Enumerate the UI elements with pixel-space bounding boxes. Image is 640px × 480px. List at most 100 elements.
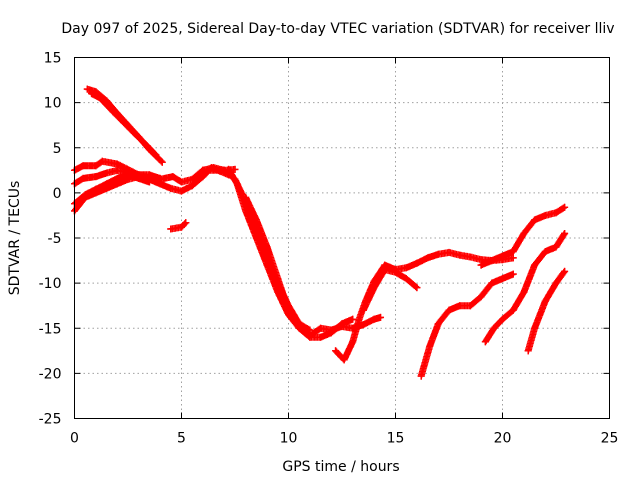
data-point (434, 320, 442, 328)
data-point (306, 333, 314, 341)
data-point (274, 275, 282, 283)
data-point (509, 270, 517, 278)
data-point (242, 193, 250, 201)
data-point (182, 219, 190, 227)
data-point (466, 302, 474, 310)
data-point (509, 254, 517, 262)
series-marker-trail (242, 193, 314, 334)
x-tick-label: 15 (387, 431, 405, 447)
x-tick-label: 0 (70, 431, 79, 447)
y-tick-label: -25 (39, 412, 62, 428)
data-point (188, 182, 196, 190)
y-tick-label: -15 (39, 321, 62, 337)
data-point (509, 306, 517, 314)
data-point (233, 180, 241, 188)
data-point (135, 174, 143, 182)
data-point (152, 151, 160, 159)
data-point (499, 315, 506, 323)
chart-title: Day 097 of 2025, Sidereal Day-to-day VTE… (61, 21, 614, 37)
data-point (96, 94, 104, 102)
data-point (499, 252, 506, 260)
data-point (477, 293, 485, 301)
data-point (199, 166, 207, 174)
y-tick-label: -5 (48, 231, 62, 247)
series-arc-i (225, 165, 357, 341)
data-point (402, 275, 410, 283)
data-point (225, 165, 233, 173)
data-point (434, 250, 442, 258)
series-arc-b (88, 90, 160, 159)
data-point (79, 174, 87, 182)
grid-lines (74, 57, 610, 419)
data-point (359, 306, 367, 314)
data-point (113, 160, 121, 168)
data-point (445, 248, 453, 256)
data-point (531, 324, 539, 332)
data-point (402, 264, 410, 272)
data-point (199, 173, 207, 181)
series-arc-g (167, 219, 190, 233)
y-tick-labels: -25 -20 -15 -10 -5 0 5 10 15 (39, 51, 62, 428)
series-arc-l (359, 266, 421, 314)
data-point (295, 320, 303, 328)
data-point (124, 171, 132, 179)
series-arc-k (332, 248, 517, 364)
data-point (541, 248, 549, 256)
data-point (466, 253, 474, 261)
data-point (317, 324, 325, 332)
data-point (541, 211, 549, 219)
y-tick-label: 10 (44, 96, 62, 112)
data-point (285, 306, 292, 314)
data-point (92, 162, 100, 170)
data-point (263, 261, 271, 269)
data-point (178, 178, 185, 186)
data-point (359, 321, 367, 329)
data-point (413, 259, 421, 267)
data-point (103, 169, 111, 177)
data-point (561, 229, 569, 237)
data-point (167, 184, 175, 192)
data-point (113, 174, 121, 182)
data-point (332, 347, 340, 355)
data-point (417, 372, 425, 380)
series-arc-m (417, 270, 517, 380)
data-point (317, 333, 325, 341)
data-point (143, 142, 151, 150)
data-point (113, 166, 121, 174)
data-point (263, 243, 271, 251)
data-point (488, 279, 496, 287)
data-point (169, 173, 177, 181)
x-tick-label: 10 (280, 431, 298, 447)
data-point (338, 320, 346, 328)
data-point (145, 178, 153, 186)
data-point (340, 356, 348, 364)
data-point (306, 326, 314, 334)
data-point (79, 162, 87, 170)
data-point (178, 187, 185, 195)
data-point (552, 279, 560, 287)
axis-ticks (74, 57, 610, 419)
data-point (242, 207, 250, 215)
data-point (109, 108, 117, 116)
data-point (499, 275, 506, 283)
data-point (158, 158, 166, 166)
data-point (445, 306, 453, 314)
data-point (355, 315, 363, 323)
data-point (456, 302, 464, 310)
data-point (561, 203, 569, 211)
data-point (92, 173, 100, 181)
data-point (156, 180, 164, 188)
data-point (552, 243, 560, 251)
data-point (509, 248, 517, 256)
data-point (92, 185, 100, 193)
y-tick-label: 15 (44, 51, 62, 67)
y-tick-label: 0 (53, 186, 62, 202)
data-point (81, 191, 89, 199)
y-tick-label: -20 (39, 366, 62, 382)
data-point (561, 267, 569, 275)
data-point (541, 297, 549, 305)
series-arc-o (481, 229, 569, 346)
data-point (392, 268, 399, 276)
data-point (349, 338, 357, 346)
